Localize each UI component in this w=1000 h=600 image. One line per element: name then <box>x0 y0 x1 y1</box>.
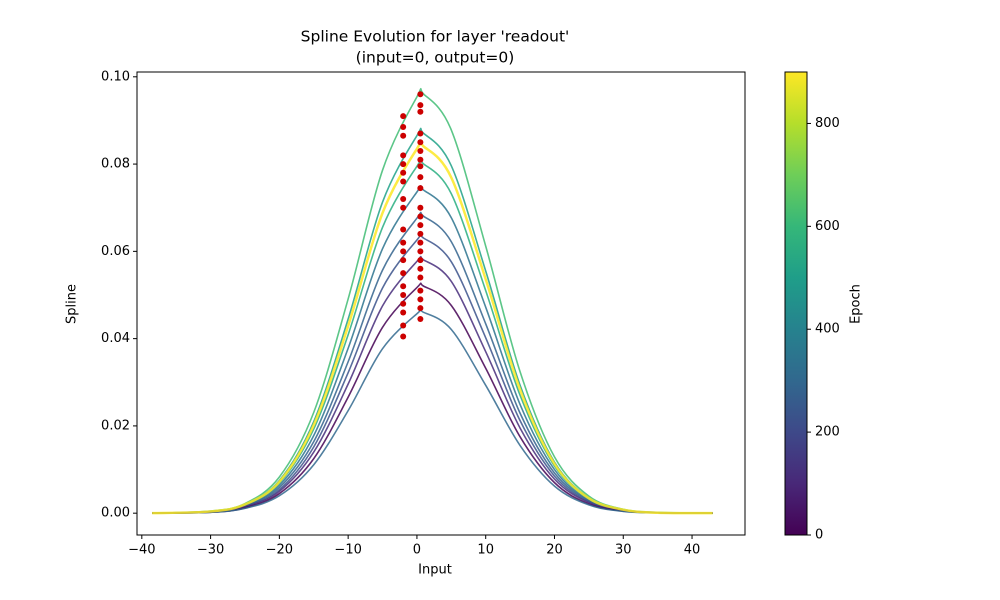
x-tick-label: −40 <box>128 543 155 558</box>
control-point <box>417 274 424 281</box>
colorbar-label: Epoch <box>849 284 864 324</box>
control-point <box>400 283 407 290</box>
control-point <box>417 296 424 303</box>
control-point <box>417 287 424 294</box>
colorbar-tick-label: 600 <box>815 219 840 234</box>
control-point <box>400 239 407 246</box>
spline-curve <box>152 309 713 514</box>
control-point <box>400 333 407 340</box>
control-point <box>417 102 424 109</box>
control-point <box>400 270 407 277</box>
control-point <box>400 248 407 255</box>
control-point <box>417 265 424 272</box>
x-tick-label: 0 <box>413 543 421 558</box>
control-point <box>400 291 407 298</box>
control-point <box>400 132 407 139</box>
control-point <box>400 300 407 307</box>
x-tick-label: 10 <box>477 543 494 558</box>
spline-curve <box>152 127 713 514</box>
y-tick-label: 0.08 <box>101 157 130 172</box>
control-point <box>417 91 424 98</box>
spline-curve <box>152 255 713 514</box>
y-tick-label: 0.04 <box>101 331 130 346</box>
control-point <box>400 257 407 264</box>
x-tick-label: −30 <box>197 543 224 558</box>
control-point <box>417 130 424 137</box>
y-tick-label: 0.06 <box>101 244 130 259</box>
colorbar <box>784 71 808 536</box>
chart-subtitle: (input=0, output=0) <box>356 49 515 67</box>
y-tick-label: 0.02 <box>101 418 130 433</box>
control-point <box>400 123 407 130</box>
colorbar-tick-label: 0 <box>815 528 823 543</box>
control-point <box>417 147 424 154</box>
x-tick-label: −10 <box>334 543 361 558</box>
control-point <box>417 230 424 237</box>
control-point <box>417 156 424 163</box>
spline-curve <box>152 185 713 514</box>
control-point <box>417 163 424 170</box>
control-point <box>417 239 424 246</box>
chart-title: Spline Evolution for layer 'readout' <box>301 28 570 46</box>
spline-curve <box>152 282 713 514</box>
spline-curve <box>152 233 713 514</box>
control-point <box>417 204 424 211</box>
x-axis-label: Input <box>418 563 452 578</box>
colorbar-tick-label: 400 <box>815 322 840 337</box>
spline-curve <box>152 211 713 514</box>
control-point <box>400 161 407 168</box>
y-tick-label: 0.10 <box>101 69 130 84</box>
control-point <box>400 322 407 329</box>
control-point <box>417 174 424 181</box>
control-point <box>417 108 424 115</box>
control-point <box>400 195 407 202</box>
control-point <box>400 152 407 159</box>
spline-curve <box>152 140 713 515</box>
control-point <box>417 222 424 229</box>
colorbar-tick-label: 200 <box>815 425 840 440</box>
control-point <box>417 257 424 264</box>
control-point <box>400 226 407 233</box>
y-tick-label: 0.00 <box>101 506 130 521</box>
y-axis-label: Spline <box>65 284 80 324</box>
spline-curve <box>152 87 713 514</box>
x-tick-label: 20 <box>546 543 563 558</box>
control-point <box>417 315 424 322</box>
control-point <box>417 248 424 255</box>
control-point <box>417 139 424 146</box>
control-point <box>400 169 407 176</box>
x-tick-label: 40 <box>684 543 701 558</box>
control-point <box>417 305 424 312</box>
control-point <box>417 185 424 192</box>
x-tick-label: −20 <box>266 543 293 558</box>
spline-curve <box>152 158 713 514</box>
control-point <box>417 213 424 220</box>
colorbar-tick-label: 800 <box>815 116 840 131</box>
control-point <box>400 113 407 120</box>
control-point <box>400 178 407 185</box>
plot-area <box>152 87 713 515</box>
x-tick-label: 30 <box>615 543 632 558</box>
control-point <box>400 204 407 211</box>
axes-frame <box>136 71 746 536</box>
control-point <box>400 309 407 316</box>
